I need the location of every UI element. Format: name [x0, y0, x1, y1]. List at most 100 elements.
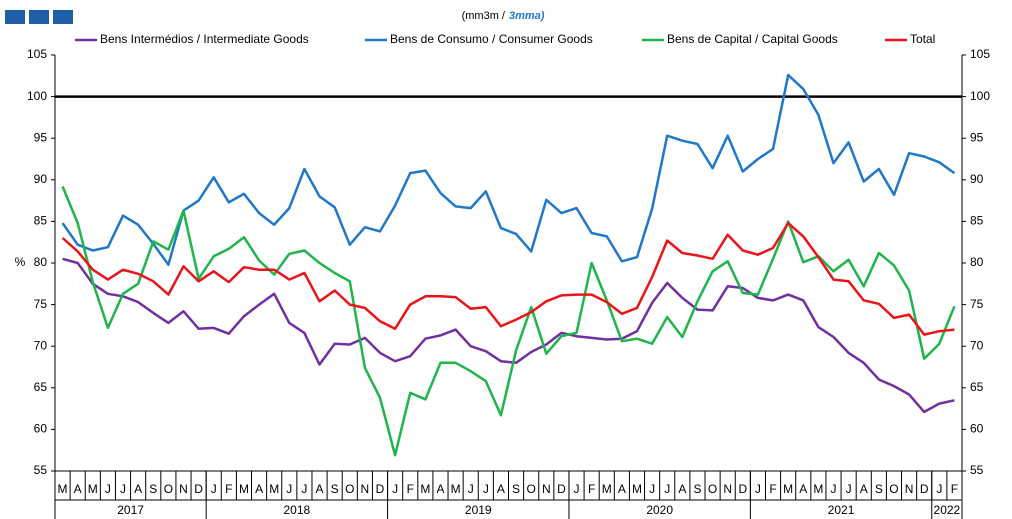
x-tick-label: O [527, 482, 536, 496]
x-tick-label: J [211, 482, 217, 496]
y-tick-label: 105 [27, 47, 47, 61]
x-tick-label: J [483, 482, 489, 496]
subtitle: (mm3m / [462, 10, 506, 22]
x-tick-label: F [225, 482, 232, 496]
y-tick-label: 85 [970, 214, 984, 228]
y-tick-label: 65 [34, 380, 48, 394]
x-tick-label: J [392, 482, 398, 496]
x-tick-label: A [74, 482, 82, 496]
x-tick-label: J [936, 482, 942, 496]
y-tick-label: 70 [970, 338, 984, 352]
x-tick-label: O [708, 482, 717, 496]
x-tick-label: J [120, 482, 126, 496]
x-tick-label: M [813, 482, 823, 496]
x-group-label: 2018 [284, 503, 311, 517]
y-tick-label: 100 [970, 89, 990, 103]
logo [53, 10, 73, 24]
x-group-label: 2021 [828, 503, 855, 517]
x-group-label: 2022 [934, 503, 961, 517]
x-tick-label: F [769, 482, 776, 496]
y-tick-label: 75 [970, 297, 984, 311]
y-tick-label: 55 [970, 463, 984, 477]
x-tick-label: O [889, 482, 898, 496]
x-tick-label: M [783, 482, 793, 496]
x-tick-label: J [846, 482, 852, 496]
x-tick-label: S [331, 482, 339, 496]
line-series [61, 73, 956, 266]
x-tick-label: F [588, 482, 595, 496]
x-tick-label: N [723, 482, 732, 496]
x-tick-label: A [134, 482, 142, 496]
x-tick-label: O [345, 482, 354, 496]
x-group-label: 2020 [646, 503, 673, 517]
x-tick-label: M [239, 482, 249, 496]
x-tick-label: S [512, 482, 520, 496]
x-tick-label: J [105, 482, 111, 496]
x-tick-label: N [179, 482, 188, 496]
x-tick-label: J [755, 482, 761, 496]
x-tick-label: F [407, 482, 414, 496]
x-tick-label: J [649, 482, 655, 496]
x-tick-label: D [194, 482, 203, 496]
y-tick-label: 95 [34, 130, 48, 144]
x-tick-label: N [542, 482, 551, 496]
x-tick-label: M [632, 482, 642, 496]
y-tick-label: 105 [970, 47, 990, 61]
x-tick-label: D [738, 482, 747, 496]
y-tick-label: 80 [34, 255, 48, 269]
x-tick-label: S [693, 482, 701, 496]
y-tick-label: 85 [34, 214, 48, 228]
line-series [61, 186, 956, 457]
x-tick-label: M [58, 482, 68, 496]
x-tick-label: S [875, 482, 883, 496]
y-tick-label: 70 [34, 338, 48, 352]
x-tick-label: M [269, 482, 279, 496]
legend-label: Bens Intermédios / Intermediate Goods [100, 32, 309, 46]
x-tick-label: A [678, 482, 686, 496]
x-tick-label: J [286, 482, 292, 496]
x-tick-label: A [436, 482, 444, 496]
x-tick-label: A [316, 482, 324, 496]
x-tick-label: M [602, 482, 612, 496]
x-tick-label: A [860, 482, 868, 496]
x-group-label: 2017 [117, 503, 144, 517]
subtitle-em: 3mma) [509, 10, 545, 22]
y-tick-label: 60 [970, 422, 984, 436]
y-tick-label: 65 [970, 380, 984, 394]
x-group-label: 2019 [465, 503, 492, 517]
line-series [62, 257, 955, 414]
legend-label: Bens de Consumo / Consumer Goods [390, 32, 593, 46]
logo [29, 10, 49, 24]
y-axis-label: % [15, 255, 26, 269]
legend-label: Total [910, 32, 935, 46]
x-tick-label: S [149, 482, 157, 496]
y-tick-label: 100 [27, 89, 47, 103]
x-tick-label: D [920, 482, 929, 496]
line-series [61, 221, 955, 336]
x-tick-label: N [361, 482, 370, 496]
y-tick-label: 90 [970, 172, 984, 186]
x-tick-label: D [376, 482, 385, 496]
x-tick-label: J [468, 482, 474, 496]
x-tick-label: D [557, 482, 566, 496]
y-tick-label: 60 [34, 422, 48, 436]
x-tick-label: O [164, 482, 173, 496]
x-tick-label: A [255, 482, 263, 496]
x-tick-label: A [618, 482, 626, 496]
logo [5, 10, 25, 24]
x-tick-label: M [451, 482, 461, 496]
x-tick-label: J [664, 482, 670, 496]
x-tick-label: N [905, 482, 914, 496]
x-tick-label: F [951, 482, 958, 496]
x-tick-label: M [88, 482, 98, 496]
y-tick-label: 75 [34, 297, 48, 311]
y-tick-label: 90 [34, 172, 48, 186]
x-tick-label: A [497, 482, 505, 496]
x-tick-label: A [799, 482, 807, 496]
y-tick-label: 95 [970, 130, 984, 144]
legend-label: Bens de Capital / Capital Goods [667, 32, 838, 46]
x-tick-label: J [301, 482, 307, 496]
x-tick-label: J [831, 482, 837, 496]
y-tick-label: 55 [34, 463, 48, 477]
